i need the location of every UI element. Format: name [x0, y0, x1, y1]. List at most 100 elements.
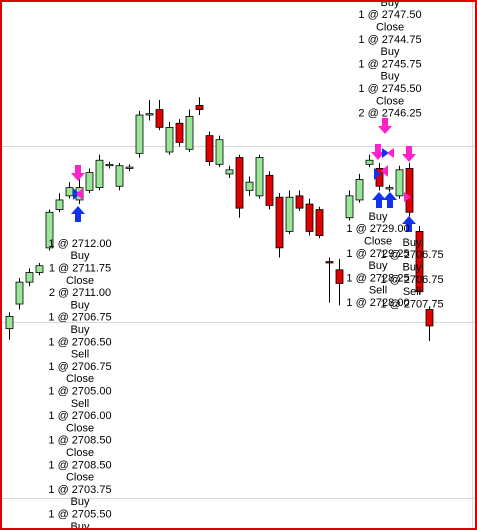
annotation-text: 1 @ 2708.50 [48, 459, 111, 471]
candle-body [415, 231, 424, 293]
annotation-text: Buy [71, 521, 90, 530]
candle-body [285, 196, 294, 232]
candle-body [45, 211, 54, 249]
candle-body [65, 187, 74, 197]
sell-marker [381, 165, 388, 177]
candle-body [355, 179, 364, 201]
sell-marker [404, 192, 411, 202]
annotation-text: Sell [369, 285, 387, 297]
annotation-text: Close [376, 22, 404, 34]
annotation-text: 1 @ 2712.00 [48, 238, 111, 250]
candle-body [5, 315, 14, 330]
candle-body [115, 165, 124, 187]
buy-marker [374, 168, 381, 180]
candle-body [235, 157, 244, 209]
annotation-text: Sell [71, 398, 89, 410]
annotation-text: Close [376, 95, 404, 107]
annotation-text: 1 @ 2706.00 [48, 410, 111, 422]
candle-body [145, 113, 154, 116]
buy-marker [382, 148, 389, 158]
annotation-text: Close [66, 422, 94, 434]
buy-arrow [372, 192, 386, 208]
candle-body [175, 122, 184, 143]
buy-arrow [383, 192, 397, 208]
candle-body [385, 187, 394, 190]
candle-body [425, 309, 434, 327]
candle-body [165, 126, 174, 153]
candle-body [335, 269, 344, 284]
candle-body [35, 265, 44, 273]
trade-arrows [71, 118, 416, 232]
annotation-text: 1 @ 2706.75 [380, 249, 443, 261]
annotation-text: Buy [71, 299, 90, 311]
sell-arrow [402, 146, 416, 162]
annotation-text: Close [66, 373, 94, 385]
candle-body [325, 261, 334, 264]
candle-body [255, 157, 264, 197]
annotation-text: 2 @ 2711.00 [49, 287, 111, 299]
annotation-text: Buy [71, 324, 90, 336]
candle-body [105, 163, 114, 167]
candle-body [365, 159, 374, 165]
annotation-text: Buy [381, 46, 400, 58]
annotation-text: 1 @ 2708.50 [48, 435, 111, 447]
annotation-text: Buy [381, 0, 400, 9]
annotation-text: Close [66, 275, 94, 287]
candle-body [95, 159, 104, 189]
candles [5, 97, 434, 342]
candle-body [25, 272, 34, 283]
candle-body [155, 109, 164, 128]
annotation-text: Buy [381, 71, 400, 83]
sell-arrow [371, 144, 385, 160]
annotation-text: Buy [369, 211, 388, 223]
annotation-text: Close [364, 236, 392, 248]
annotation-text: Close [66, 472, 94, 484]
candle-body [225, 169, 234, 175]
annotation-text: 1 @ 2705.00 [48, 386, 111, 398]
candle-body [195, 105, 204, 110]
annotation-text: 1 @ 2706.75 [48, 361, 111, 373]
annotation-text: Sell [403, 286, 421, 298]
annotation-text: 1 @ 2728.00 [346, 297, 409, 309]
annotation-text: 1 @ 2747.50 [358, 9, 421, 21]
candle-body [345, 195, 354, 219]
sell-arrow [378, 118, 392, 134]
annotation-text: 1 @ 2711.75 [49, 263, 111, 275]
annotation-text: Buy [71, 250, 90, 262]
buy-arrow [71, 206, 85, 222]
sell-marker [76, 188, 83, 200]
annotation-text: 1 @ 2706.50 [48, 336, 111, 348]
annotation-text: 1 @ 2744.75 [358, 34, 421, 46]
candle-body [245, 181, 254, 191]
annotation-text: 1 @ 2706.75 [380, 274, 443, 286]
annotation-text: 1 @ 2729.25 [346, 248, 409, 260]
candle-body [405, 168, 414, 213]
annotation-text: 1 @ 2705.50 [48, 509, 111, 521]
candle-body [215, 139, 224, 165]
annotation-text: Buy [403, 237, 422, 249]
candle-body [205, 135, 214, 163]
annotation-text: Buy [403, 262, 422, 274]
annotation-text: 1 @ 2729.00 [346, 223, 409, 235]
annotation-text: Buy [71, 496, 90, 508]
candle-body [15, 281, 24, 305]
annotation-text: 2 @ 2746.25 [358, 108, 421, 120]
annotation-text: Close [66, 447, 94, 459]
annotation-text: 1 @ 2707.75 [380, 298, 443, 310]
annotation-text: 1 @ 2706.75 [48, 312, 111, 324]
candle-body [395, 169, 404, 197]
candle-body [125, 166, 134, 169]
annotation-text: 1 @ 2703.75 [48, 484, 111, 496]
candle-body [135, 114, 144, 154]
annotation-text: Buy [369, 260, 388, 272]
buy-arrow [402, 216, 416, 232]
annotation-text: Sell [71, 349, 89, 361]
sell-marker [387, 148, 394, 158]
candle-body [275, 196, 284, 249]
candle-body [55, 199, 64, 210]
